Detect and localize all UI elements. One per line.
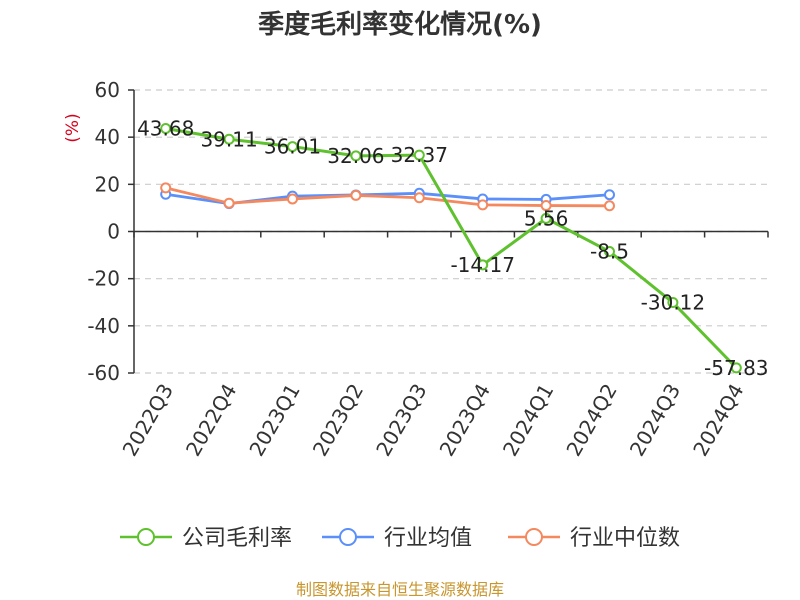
chart-title: 季度毛利率变化情况(%)	[258, 9, 542, 40]
series-point	[350, 150, 362, 162]
series-point	[730, 362, 742, 374]
x-tick-label: 2022Q4	[181, 380, 241, 461]
series-point	[413, 149, 425, 161]
legend-item[interactable]: 行业均值	[322, 526, 472, 551]
series	[160, 122, 742, 374]
series-line	[165, 186, 610, 208]
legend-item[interactable]: 公司毛利率	[120, 526, 292, 551]
legend-marker	[339, 528, 357, 546]
y-tick-label: -60	[87, 361, 120, 385]
series-point	[477, 259, 489, 271]
x-tick-label: 2024Q4	[688, 380, 748, 461]
data-label: 39.11	[200, 127, 257, 151]
legend-marker	[137, 528, 155, 546]
y-axis-unit-label: (%)	[63, 113, 83, 142]
source-note: 制图数据来自恒生聚源数据库	[296, 580, 504, 599]
series-point	[287, 141, 298, 153]
series-point	[160, 122, 172, 134]
data-label: -14.17	[450, 253, 514, 277]
data-labels: 43.68 39.11 36.01 32.06 32.37 -14.17 5.56 -8.5 -…	[137, 116, 768, 379]
data-label: 5.56	[524, 206, 569, 230]
series-point	[540, 212, 552, 224]
series-line	[165, 127, 738, 369]
legend-marker	[525, 528, 543, 546]
x-tick-label: 2023Q3	[371, 380, 431, 461]
series-point	[540, 200, 552, 212]
data-label: 43.68	[137, 116, 194, 140]
x-tick-label: 2022Q3	[118, 380, 178, 461]
series-point	[160, 182, 172, 194]
data-label: 32.37	[391, 143, 448, 167]
legend-item[interactable]: 行业中位数	[508, 526, 680, 551]
y-tick-label: 0	[107, 220, 120, 244]
legend-label: 公司毛利率	[182, 526, 292, 551]
series-point	[287, 193, 298, 205]
series-point	[413, 192, 425, 204]
x-tick-label: 2023Q4	[435, 380, 495, 461]
x-tick-label: 2024Q2	[561, 380, 621, 461]
series-point	[350, 189, 362, 201]
y-tick-label: -40	[87, 314, 120, 338]
data-label: -8.5	[590, 240, 629, 264]
x-tick-label: 2024Q3	[625, 380, 685, 461]
y-tick-label: 60	[95, 78, 120, 102]
series-point	[604, 246, 615, 258]
series-point	[667, 297, 679, 309]
y-tick-label: -20	[87, 267, 120, 291]
y-tick-label: 40	[95, 125, 120, 149]
legend: 公司毛利率 行业均值 行业中位数	[120, 526, 680, 551]
series-point	[223, 197, 235, 209]
series-point	[223, 133, 235, 145]
x-tick-label: 2023Q1	[244, 380, 304, 461]
series-point	[604, 189, 615, 201]
legend-label: 行业中位数	[570, 526, 680, 551]
x-tick-label: 2023Q2	[308, 380, 368, 461]
series-point	[477, 199, 489, 211]
series-point	[604, 200, 615, 212]
x-tick-label: 2024Q1	[498, 380, 558, 461]
data-label: -30.12	[641, 291, 705, 315]
data-label: 32.06	[327, 144, 384, 168]
legend-label: 行业均值	[384, 526, 472, 551]
data-label: 36.01	[264, 135, 321, 159]
data-label: -57.83	[704, 356, 768, 380]
y-tick-label: 20	[95, 172, 120, 196]
